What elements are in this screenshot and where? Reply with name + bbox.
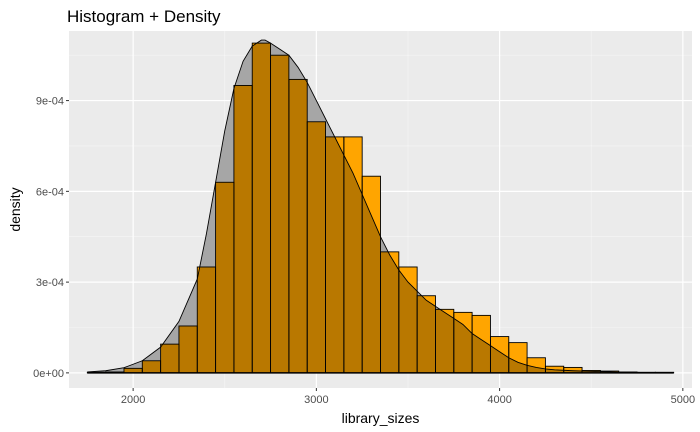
y-axis-title: density [7,187,23,231]
y-tick-label: 6e-04 [36,186,64,198]
y-tick-label: 0e+00 [33,368,64,380]
histogram-bar-overlap [123,368,143,373]
x-tick-label: 3000 [304,394,328,406]
histogram-bar-overlap [160,344,179,373]
histogram-bar-overlap [178,325,198,373]
histogram-bar-overlap [252,43,271,373]
histogram-bar-overlap [197,266,216,373]
histogram-bar-overlap [307,121,326,373]
density-curve [87,39,674,374]
x-tick-label: 2000 [121,394,145,406]
x-tick-label: 5000 [671,394,695,406]
histogram-bar-overlap [325,136,344,373]
y-tick-label: 9e-04 [36,96,64,108]
x-axis: 2000 3000 4000 5000 [121,388,695,406]
y-axis: 0e+00 3e-04 6e-04 9e-04 [33,96,69,380]
chart-title: Histogram + Density [67,7,221,26]
histogram-bar [563,367,583,373]
density-overlap-layer [87,43,674,373]
histogram-bar-overlap [215,182,234,373]
histogram-bar-overlap [398,266,418,373]
histogram-bar-overlap [380,251,399,373]
y-tick-label: 3e-04 [36,277,64,289]
histogram-bar-overlap [435,309,454,373]
x-axis-title: library_sizes [342,410,420,426]
histogram-bar-overlap [288,79,308,373]
density-curve-layer [87,39,674,374]
histogram-bar-overlap [343,136,363,373]
histogram-bar-overlap [142,360,161,373]
histogram-bar-overlap [417,295,436,373]
x-tick-label: 4000 [487,394,511,406]
histogram-bar-overlap [233,85,253,373]
histogram-bar-overlap [270,55,289,373]
